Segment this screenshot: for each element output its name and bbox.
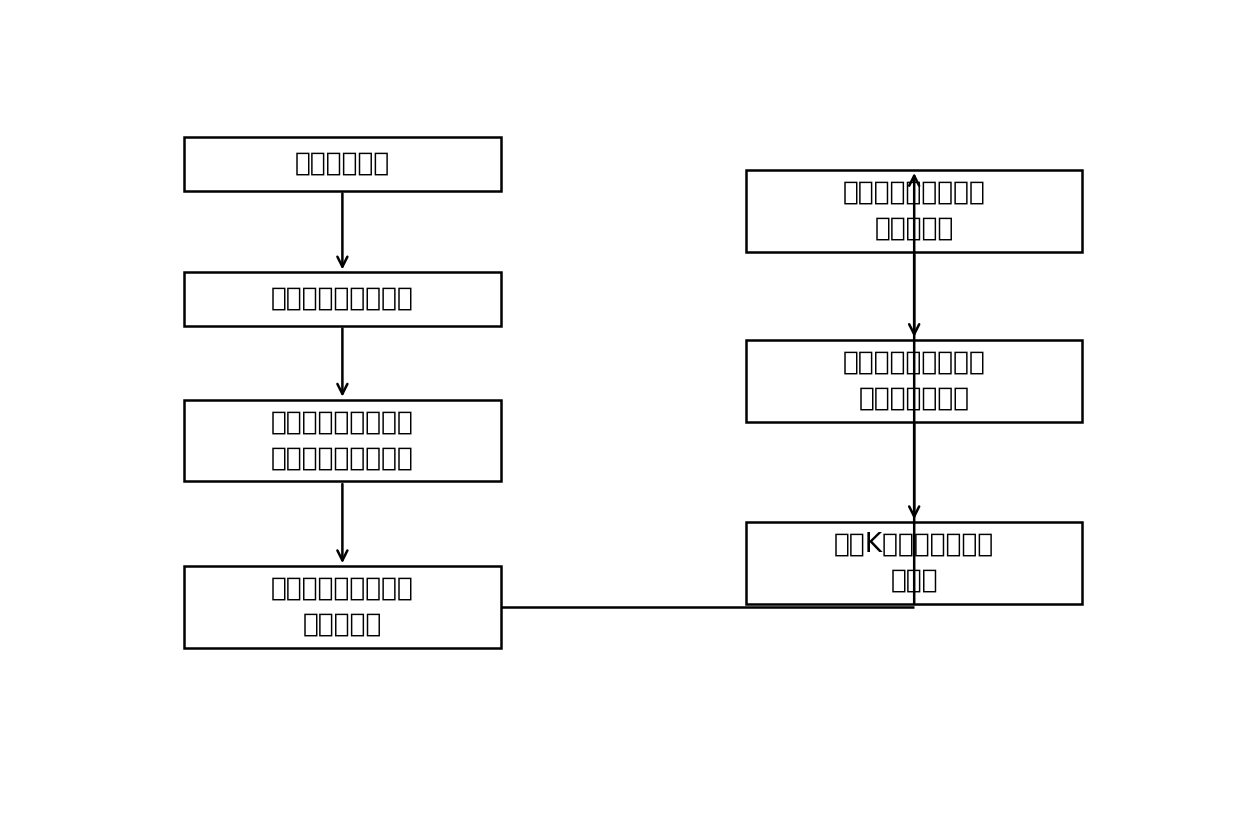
Text: 对校正后的光谱进行
主成分分析: 对校正后的光谱进行 主成分分析 (272, 576, 414, 638)
Text: 基于迭代惩罚重加权
最小二乘的基线校正: 基于迭代惩罚重加权 最小二乘的基线校正 (272, 410, 414, 472)
Bar (184, 137, 501, 191)
Text: 分析原特征对新主成
分的贡献度: 分析原特征对新主成 分的贡献度 (843, 180, 986, 242)
Bar (746, 522, 1083, 604)
Text: 原始数据采集: 原始数据采集 (295, 151, 391, 177)
Bar (746, 171, 1083, 252)
Bar (184, 400, 501, 481)
Bar (184, 273, 501, 326)
Text: 提取特征峰对应的拉
曼位移作为特征: 提取特征峰对应的拉 曼位移作为特征 (843, 350, 986, 411)
Text: 代入K最近邻分类器进
行分类: 代入K最近邻分类器进 行分类 (835, 532, 994, 594)
Bar (184, 566, 501, 648)
Bar (746, 339, 1083, 422)
Text: 移动多项式平均平滑: 移动多项式平均平滑 (272, 286, 414, 312)
